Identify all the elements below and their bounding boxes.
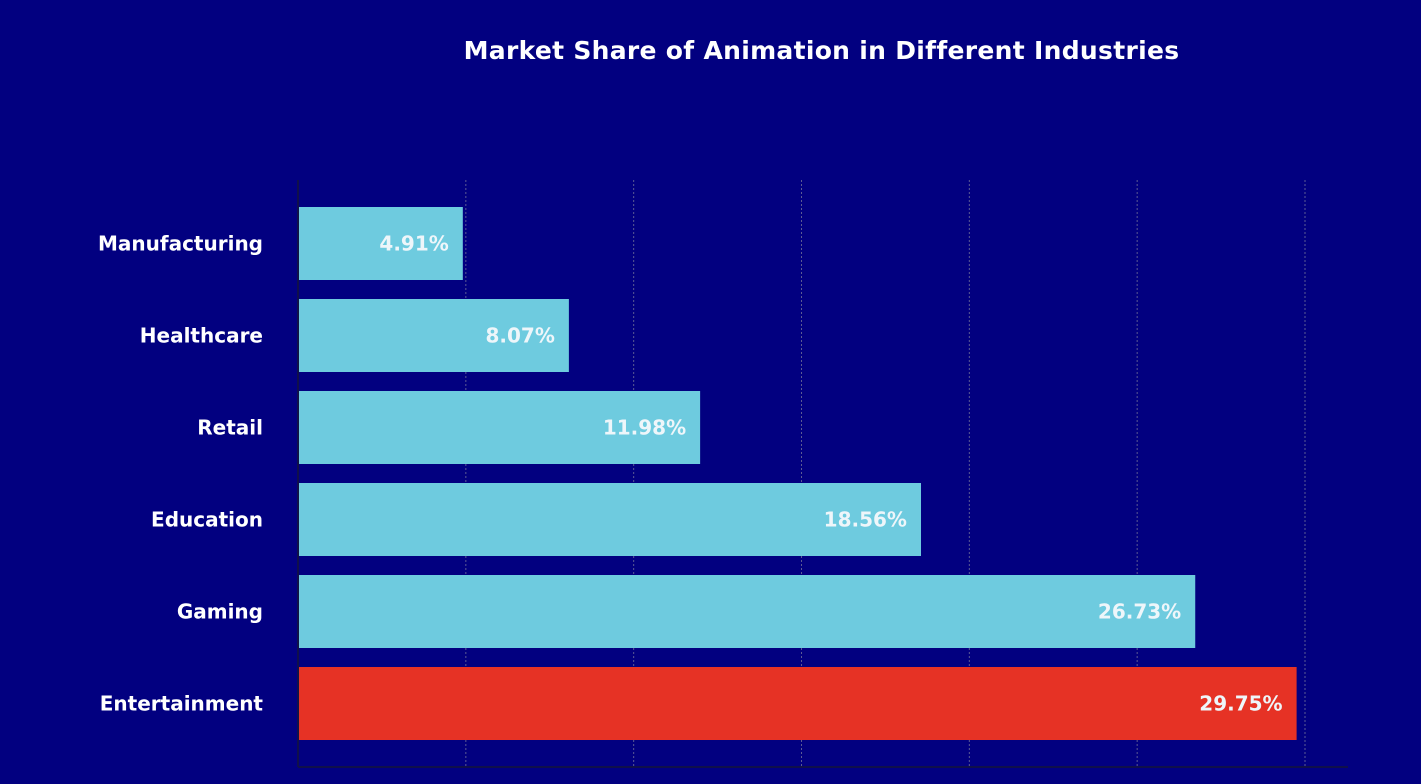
category-label: Entertainment xyxy=(100,692,264,716)
bar-retail xyxy=(298,391,701,464)
bar-gaming xyxy=(298,575,1196,648)
category-label: Gaming xyxy=(177,600,263,624)
bar-education xyxy=(298,483,921,556)
axis-layer xyxy=(297,180,1348,768)
bar-entertainment xyxy=(298,667,1297,740)
value-label: 18.56% xyxy=(824,508,907,532)
grid-layer xyxy=(465,180,1306,767)
value-label: 29.75% xyxy=(1199,692,1282,716)
label-layer: Manufacturing 4.91% Healthcare 8.07% Retail 1… xyxy=(98,232,1283,716)
value-label: 8.07% xyxy=(485,324,554,348)
category-label: Education xyxy=(151,508,263,532)
value-label: 11.98% xyxy=(603,416,686,440)
value-label: 26.73% xyxy=(1098,600,1181,624)
category-label: Healthcare xyxy=(140,324,263,348)
bar-layer xyxy=(298,207,1297,740)
category-label: Retail xyxy=(197,416,263,440)
value-label: 4.91% xyxy=(379,232,448,256)
chart-title: Market Share of Animation in Different I… xyxy=(463,36,1180,65)
bar-manufacturing xyxy=(298,207,463,280)
category-label: Manufacturing xyxy=(98,232,263,256)
bar-healthcare xyxy=(298,299,569,372)
